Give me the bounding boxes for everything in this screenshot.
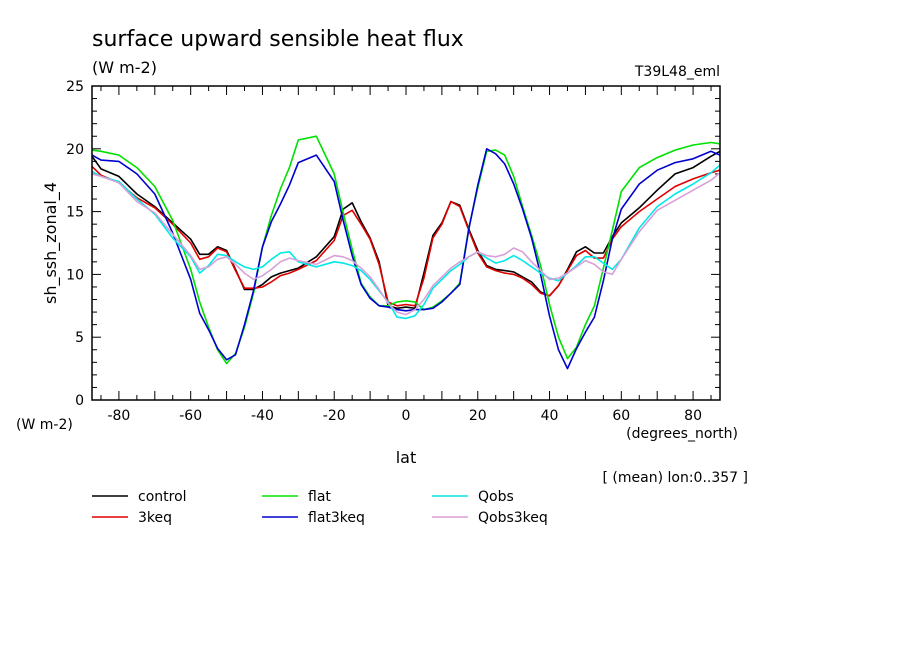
x-tick-label: 60 xyxy=(612,408,630,424)
legend-label-control: control xyxy=(138,489,187,505)
chart-title: surface upward sensible heat flux xyxy=(92,27,464,52)
series-line-qobs xyxy=(91,164,721,320)
tick-labels: -80 -60 -40 -20 0 20 40 60 80 0 5 10 15 20 25 xyxy=(66,79,702,424)
legend-label-flat: flat xyxy=(308,489,331,505)
run-label: T39L48_eml xyxy=(634,64,720,80)
series-line-flat xyxy=(91,135,721,365)
plot-lines xyxy=(91,135,721,370)
x-tick-label: 40 xyxy=(541,408,559,424)
plot-frame xyxy=(91,85,721,401)
legend-label-3keq: 3keq xyxy=(138,510,172,526)
y-tick-label: 20 xyxy=(66,142,84,158)
y-tick-label: 25 xyxy=(66,79,84,95)
axis-ticks xyxy=(92,86,720,400)
x-tick-label: 20 xyxy=(469,408,487,424)
x-axis-label: lat xyxy=(396,448,417,467)
series-line-3keq xyxy=(91,165,721,307)
y-tick-label: 10 xyxy=(66,267,84,283)
legend: control 3keq flat flat3keq Qobs Qobs3keq xyxy=(92,489,548,526)
y-axis-label: sh_ssh_zonal_4 xyxy=(41,182,61,304)
legend-label-qobs3keq: Qobs3keq xyxy=(478,510,548,526)
y-tick-label: 5 xyxy=(75,330,84,346)
x-tick-label: -60 xyxy=(179,408,202,424)
x-tick-label: 80 xyxy=(684,408,702,424)
averaging-note: [ (mean) lon:0..357 ] xyxy=(603,470,748,486)
x-tick-label: -20 xyxy=(323,408,346,424)
y-tick-label: 0 xyxy=(75,393,84,409)
series-line-qobs3keq xyxy=(91,172,721,316)
legend-label-flat3keq: flat3keq xyxy=(308,510,365,526)
x-axis-units: (degrees_north) xyxy=(626,426,738,442)
y-tick-label: 15 xyxy=(66,205,84,221)
legend-label-qobs: Qobs xyxy=(478,489,514,505)
series-line-control xyxy=(91,150,721,310)
chart-units-label: (W m-2) xyxy=(92,58,157,77)
x-tick-label: -40 xyxy=(251,408,274,424)
x-tick-label: 0 xyxy=(402,408,411,424)
x-tick-label: -80 xyxy=(107,408,130,424)
y-axis-units: (W m-2) xyxy=(16,417,73,433)
